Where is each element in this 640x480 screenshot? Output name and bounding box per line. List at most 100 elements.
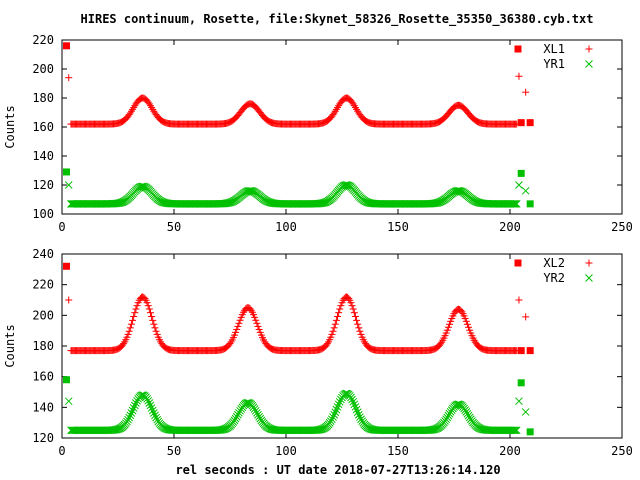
data-point [437,340,445,348]
data-point [337,302,345,310]
data-point [350,400,359,409]
data-point [233,410,242,419]
data-point [127,320,135,328]
data-point [334,313,342,321]
data-point [351,403,360,411]
data-point [349,397,358,406]
data-point [226,340,234,348]
data-point [133,302,141,310]
calibration-point [522,313,530,321]
calibration-point [517,119,525,127]
data-point [326,417,335,426]
data-point [146,401,155,410]
data-point [125,327,133,335]
data-point [127,409,136,417]
data-point [120,340,128,348]
data-point [124,415,132,424]
data-point [348,302,356,310]
data-point [328,415,336,424]
data-point [510,199,519,208]
legend-label: XL2 [543,256,565,270]
calibration-point [515,72,523,80]
data-point [330,324,338,332]
bottom-panel: Counts 0 50 100 150 200 250 120 140 160 180 200 220… [3,247,633,458]
data-point [355,324,363,332]
bottom-y-axis-label: Counts [3,324,17,367]
x-tick-label: 150 [387,444,409,458]
x-tick-label: 0 [58,220,65,234]
data-point [151,324,159,332]
series-xl1 [62,42,534,128]
data-point [335,309,343,317]
data-point [253,408,261,417]
calibration-point [62,168,70,176]
data-point [334,400,343,409]
legend-label: YR2 [543,271,565,285]
calibration-point [522,88,530,96]
legend-marker [585,274,593,282]
y-tick-label: 160 [32,370,54,384]
data-point [150,320,158,328]
data-point [356,327,364,335]
data-point [509,199,518,208]
x-tick-label: 50 [167,220,181,234]
x-tick-label: 250 [611,220,633,234]
data-point [255,412,263,421]
data-point [512,426,521,435]
x-tick-label: 200 [499,220,521,234]
data-point [126,109,134,117]
top-panel: Counts 0 50 100 150 200 250 100 120 140 160 180 200… [3,33,633,234]
data-point [328,330,336,338]
data-point [513,347,521,355]
data-point [335,397,344,406]
data-point [126,411,135,420]
data-point [242,399,251,407]
data-point [254,322,262,330]
data-point [446,320,454,328]
calibration-point [526,347,534,355]
legend-square [514,45,522,53]
data-point [251,406,260,415]
x-tick-label: 100 [275,220,297,234]
data-point [347,299,355,307]
data-point [231,414,240,423]
calibration-point [65,74,73,82]
y-tick-label: 140 [32,149,54,163]
data-point [345,294,353,302]
data-point [153,415,162,424]
x-tick-label: 200 [499,444,521,458]
data-point [354,410,363,419]
data-point [347,393,355,402]
x-tick-label: 100 [275,444,297,458]
data-point [147,404,156,412]
calibration-point [62,42,70,50]
data-point [353,408,362,417]
data-point [132,305,140,313]
data-point [511,426,520,435]
data-point [144,302,152,310]
data-point [253,319,261,327]
data-point [236,406,244,415]
calibration-point [515,181,523,189]
y-tick-label: 180 [32,339,54,353]
calibration-point [526,200,534,208]
data-point [235,408,243,417]
y-tick-label: 100 [32,207,54,221]
data-point [509,426,518,435]
data-point [349,305,357,313]
data-point [131,309,139,317]
y-tick-label: 240 [32,247,54,261]
data-point [128,406,137,415]
data-point [232,412,241,421]
data-point [462,408,471,416]
calibration-point [65,296,73,304]
data-point [137,182,146,191]
y-tick-label: 200 [32,308,54,322]
y-tick-label: 220 [32,33,54,47]
data-point [149,316,157,324]
data-point [126,324,134,332]
data-point [148,313,156,321]
calibration-point [526,119,534,127]
data-point [149,409,158,417]
data-point [353,316,361,324]
